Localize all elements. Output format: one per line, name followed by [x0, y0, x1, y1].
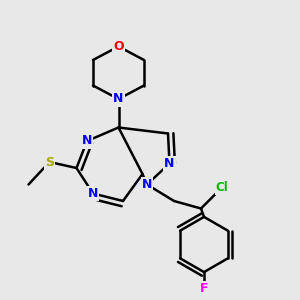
Text: N: N — [142, 178, 152, 191]
Text: N: N — [82, 134, 92, 148]
Text: F: F — [200, 282, 208, 295]
Text: S: S — [45, 155, 54, 169]
Text: N: N — [113, 92, 124, 106]
Text: N: N — [88, 187, 98, 200]
Text: N: N — [164, 157, 175, 170]
Text: Cl: Cl — [216, 181, 228, 194]
Text: O: O — [113, 40, 124, 53]
